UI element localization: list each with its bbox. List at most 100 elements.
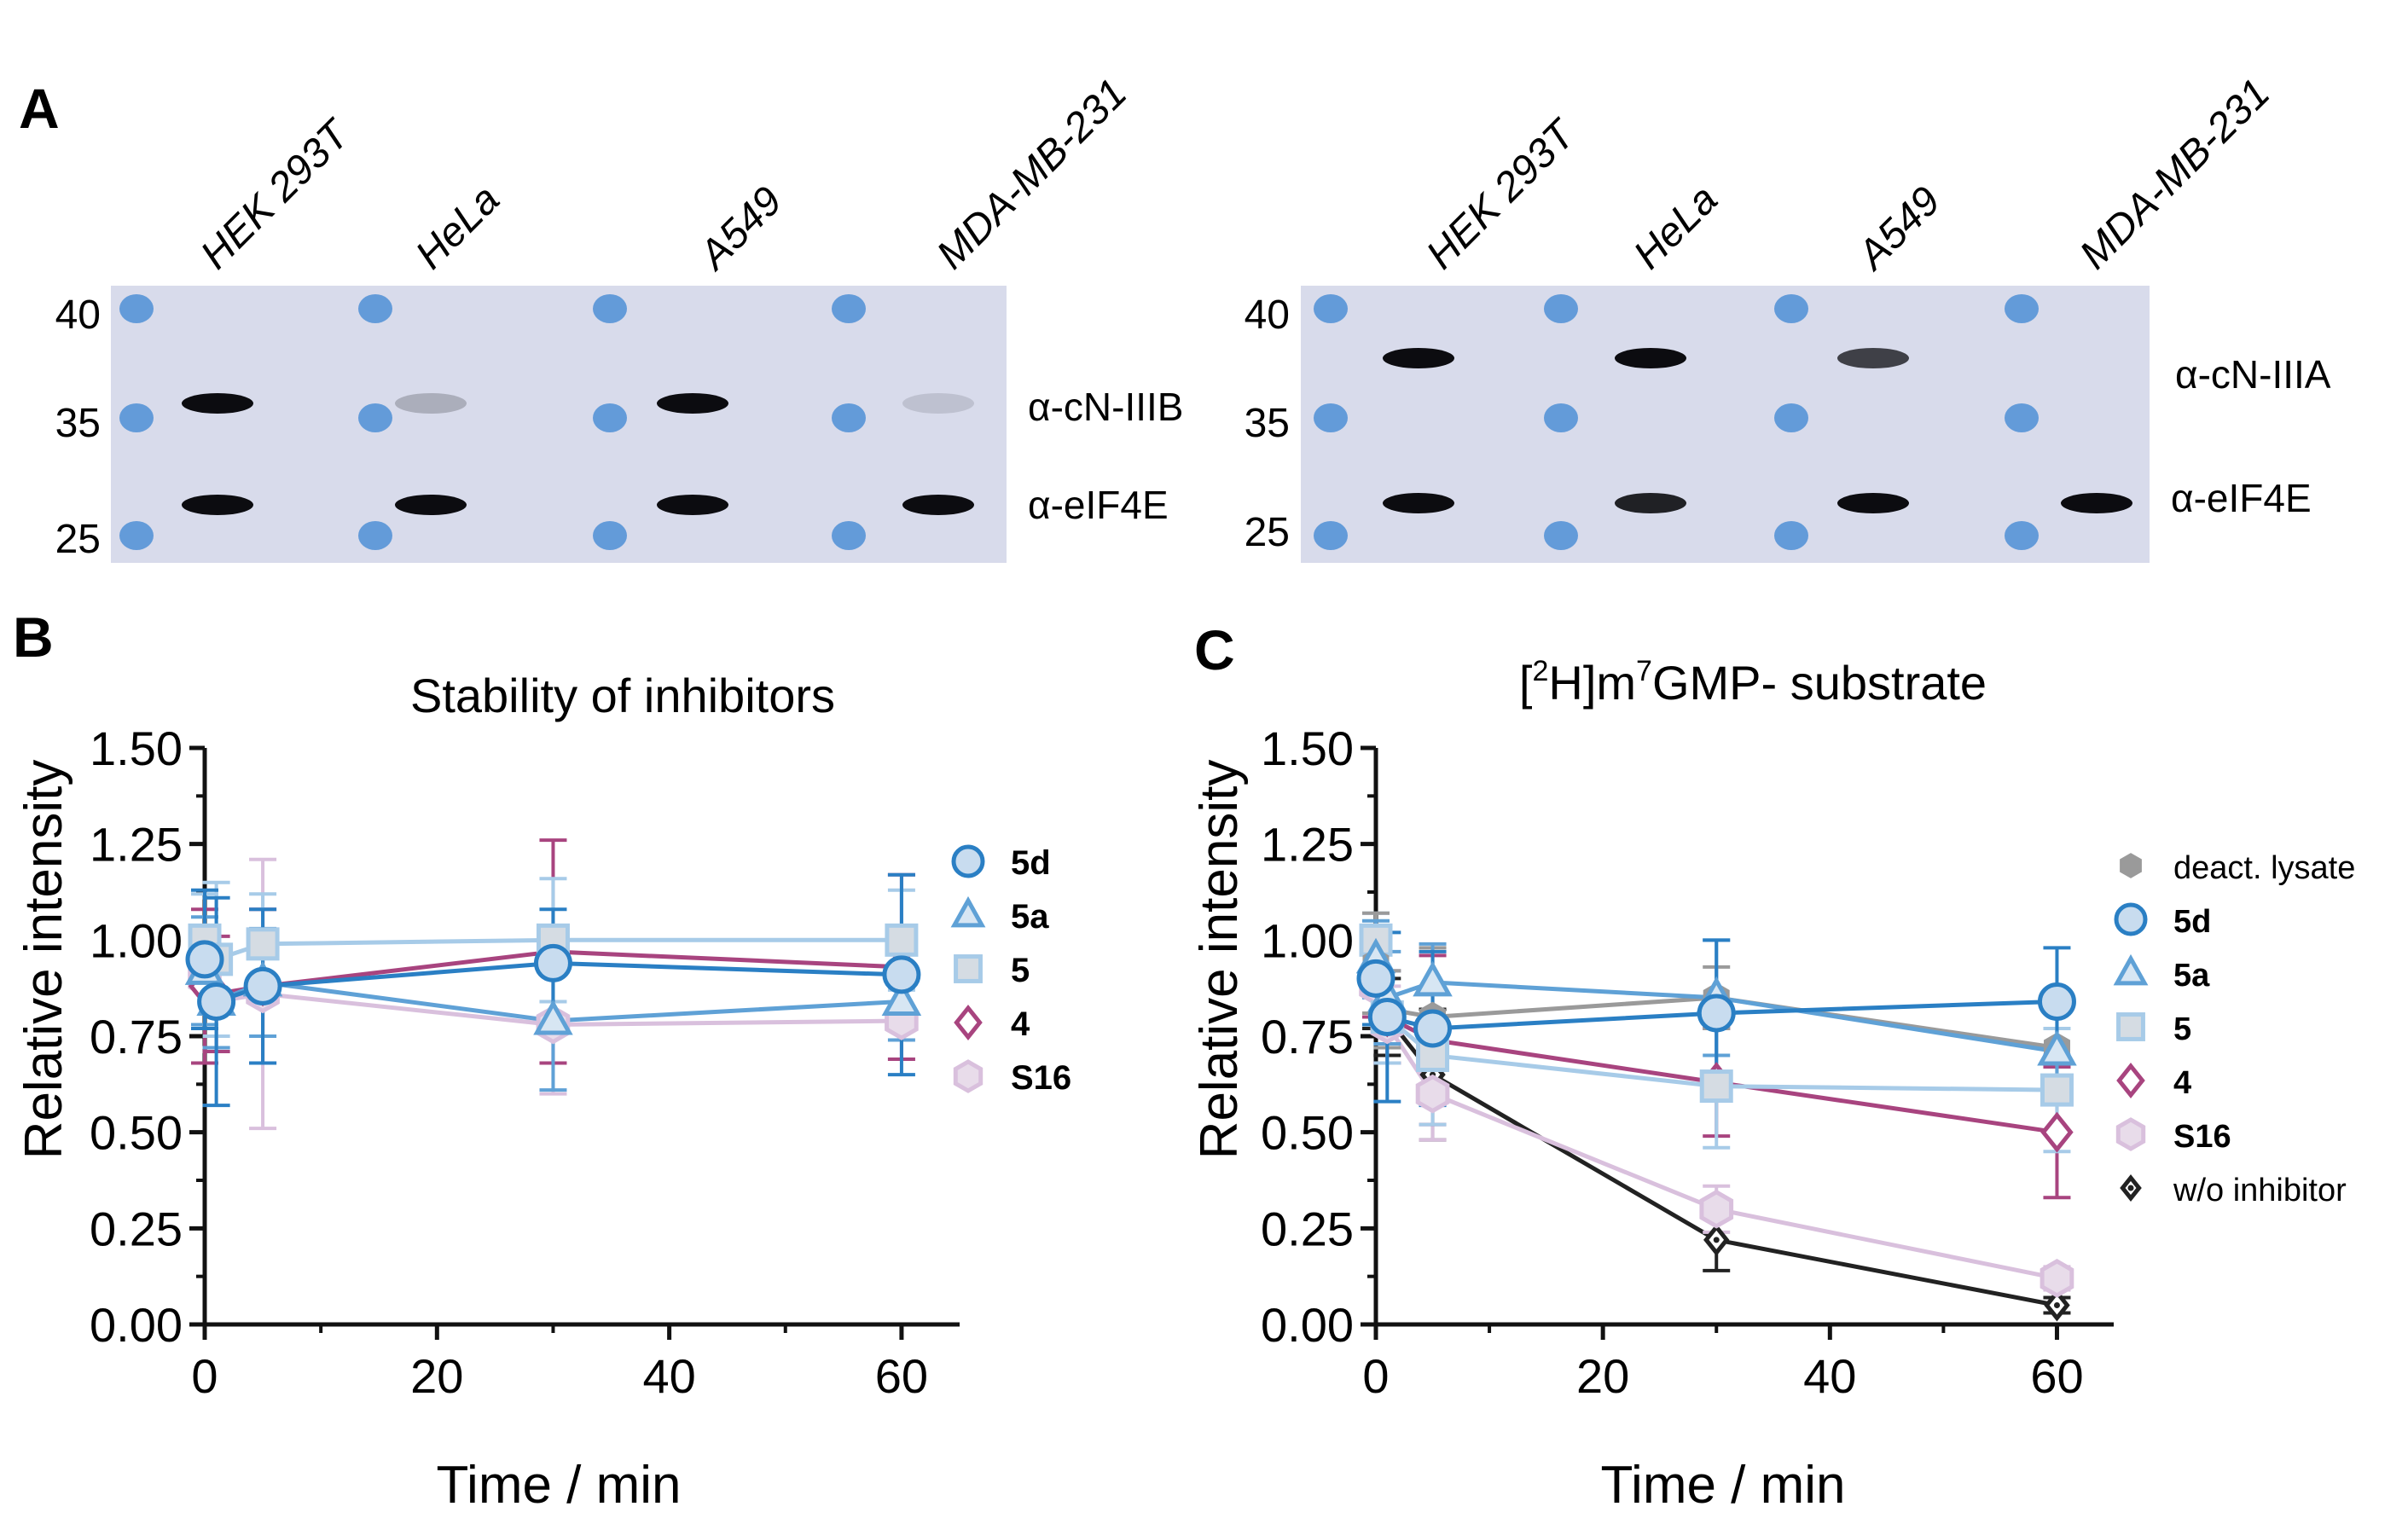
blot-left-marker-25: 25 (55, 517, 101, 562)
blot-right-band-0-2 (1837, 348, 1909, 368)
blot-right-bands (1383, 348, 2132, 513)
chart-b-legend-marker-4 (953, 1059, 984, 1093)
chart-b-legend-marker-1 (950, 895, 986, 928)
blot-left-band-1-3 (902, 495, 974, 515)
chart-c-point-6-3 (1697, 994, 1736, 1033)
chart-c-title-open: [ (1519, 656, 1533, 710)
chart-c-legend-label-6: w/o inhibitor (2173, 1173, 2347, 1208)
blot-left-marker-40: 40 (55, 293, 101, 338)
blot-right-band-1-3 (2061, 493, 2132, 513)
chart-b-xtick-label-0: 0 (191, 1349, 218, 1403)
chart-c-legend-marker-2 (2113, 953, 2149, 986)
chart-c-point-2-4 (2040, 1111, 2074, 1153)
chart-b-ytick-label-6: 1.50 (90, 721, 183, 775)
blot-left-band-1-0 (182, 495, 253, 515)
blot-right-band-0-1 (1615, 348, 1686, 368)
blot-left-lane-3: A549 (689, 178, 791, 280)
chart-c-legend-label-2: 5a (2173, 958, 2210, 994)
chart-b-ytick-label-0: 0.00 (90, 1298, 183, 1352)
chart-b-legend-label-1: 5a (1011, 898, 1049, 936)
chart-b-xtick-label-1: 20 (410, 1349, 463, 1403)
chart-c-title-sup1: 2 (1532, 655, 1548, 687)
blot-left-membrane (111, 286, 1007, 563)
chart-c-ytick-label-2: 0.50 (1261, 1106, 1354, 1160)
blot-right-ladders (1314, 294, 2039, 550)
chart-b-xtick-label-2: 40 (642, 1349, 695, 1403)
blot-left-lane-1: HEK 293T (192, 110, 360, 278)
chart-c: [2H]m7GMP- substrate Relative intensity … (1190, 655, 2355, 1515)
blot-left-band-0-3 (902, 393, 974, 414)
chart-b-point-3-3 (533, 999, 573, 1035)
blot-right-ladder-3-1 (2005, 403, 2039, 432)
chart-b-ytick-label-4: 1.00 (90, 913, 183, 967)
blot-right-lane-1: HEK 293T (1418, 110, 1586, 278)
chart-c-title-mid: H]m (1548, 656, 1636, 710)
blot-left-antibody-2: α-eIF4E (1028, 483, 1169, 527)
chart-c-ytick-label-0: 0.00 (1261, 1298, 1354, 1352)
blot-right-ladder-3-2 (2005, 521, 2039, 550)
chart-c-point-1-2 (1415, 1074, 1450, 1114)
blot-right-band-0-0 (1383, 348, 1454, 368)
chart-b-xlabel: Time / min (436, 1456, 681, 1515)
blot-right-lane-2: HeLa (1625, 177, 1726, 278)
blot-left-ladders (119, 294, 866, 550)
blot-left-ladder-1-1 (358, 403, 392, 432)
chart-b-legend-marker-0 (951, 844, 985, 878)
chart-c-point-0-3-dot (1713, 1237, 1720, 1243)
chart-b-ytick-label-5: 1.25 (90, 818, 183, 872)
blot-left-ladder-0-0 (119, 294, 154, 323)
chart-c-title-rest: GMP- substrate (1652, 656, 1987, 710)
blot-right-lane-4: MDA-MB-231 (2071, 71, 2278, 278)
chart-c-ytick-label-6: 1.50 (1261, 721, 1354, 775)
blot-left-marker-35: 35 (55, 401, 101, 446)
blot-left: HEK 293T HeLa A549 MDA-MB-231 40 35 25 α… (55, 71, 1183, 563)
chart-c-point-3-3 (1699, 1069, 1733, 1104)
panel-c-label: C (1194, 618, 1235, 681)
blot-left-band-0-2 (657, 393, 728, 414)
chart-b-legend-label-2: 5 (1011, 952, 1030, 989)
chart-b-point-2-4 (885, 923, 919, 957)
chart-c-ytick-label-3: 0.75 (1261, 1010, 1354, 1063)
chart-c-point-6-0 (1356, 959, 1395, 998)
chart-c-xtick-label-3: 60 (2030, 1349, 2083, 1403)
chart-c-title-sup2: 7 (1636, 655, 1652, 687)
chart-b-legend-label-4: S16 (1011, 1059, 1071, 1097)
chart-c-point-6-4 (2037, 982, 2076, 1021)
chart-c-legend-marker-0 (2120, 853, 2142, 878)
blot-left-ladder-0-2 (119, 521, 154, 550)
chart-c-legend-label-0: deact. lysate (2173, 850, 2355, 886)
chart-b: Stability of inhibitors Relative intensi… (15, 669, 1071, 1515)
blot-left-bands (182, 393, 974, 515)
chart-b-legend-marker-2 (954, 954, 983, 983)
chart-c-legend-marker-1 (2114, 902, 2148, 936)
chart-b-legend-label-3: 4 (1011, 1005, 1030, 1043)
blot-left-ladder-3-1 (832, 403, 866, 432)
blot-right-band-1-1 (1615, 493, 1686, 513)
blot-right-ladder-1-2 (1544, 521, 1578, 550)
chart-c-xtick-label-2: 40 (1803, 1349, 1856, 1403)
blot-left-ladder-0-1 (119, 403, 154, 432)
blot-right-band-1-2 (1837, 493, 1909, 513)
chart-b-legend-label-0: 5d (1011, 844, 1051, 882)
chart-c-xtick-label-1: 20 (1576, 1349, 1629, 1403)
chart-c-point-1-4 (2040, 1259, 2074, 1298)
chart-b-ytick-label-1: 0.25 (90, 1202, 183, 1255)
blot-right-ladder-2-0 (1774, 294, 1808, 323)
chart-c-ytick-label-1: 0.25 (1261, 1202, 1354, 1255)
blot-right-marker-35: 35 (1245, 401, 1290, 446)
blot-left-ladder-2-1 (593, 403, 627, 432)
blot-left-band-0-0 (182, 393, 253, 414)
chart-c-title: [2H]m7GMP- substrate (1519, 655, 1987, 710)
chart-b-point-2-2 (246, 927, 280, 961)
chart-c-legend-label-3: 5 (2173, 1011, 2191, 1047)
chart-c-xtick-label-0: 0 (1362, 1349, 1389, 1403)
blot-right-marker-25: 25 (1245, 510, 1290, 555)
blot-right-ladder-3-0 (2005, 294, 2039, 323)
chart-b-point-4-4 (882, 955, 921, 994)
chart-c-xlabel: Time / min (1600, 1456, 1845, 1515)
chart-c-point-1-3 (1699, 1189, 1734, 1229)
blot-right-lane-3: A549 (1848, 178, 1949, 280)
chart-c-point-6-2 (1413, 1009, 1453, 1048)
chart-b-ytick-label-3: 0.75 (90, 1010, 183, 1063)
